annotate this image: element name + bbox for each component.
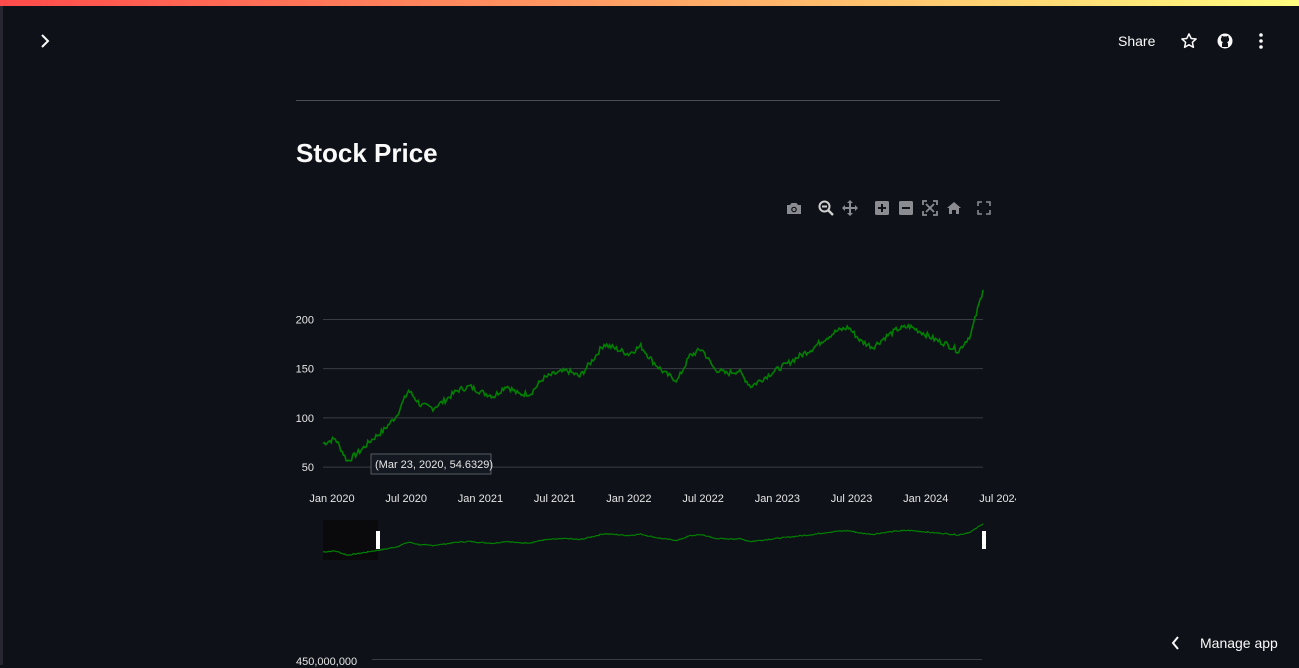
x-tick-label: Jan 2020 <box>309 493 354 505</box>
next-chart-gridline <box>372 659 982 660</box>
github-button[interactable] <box>1212 28 1238 54</box>
y-tick-label: 200 <box>296 314 314 326</box>
series-line <box>322 289 984 462</box>
pan-icon <box>842 200 858 216</box>
stock-price-chart[interactable]: 50 100 150 200 Jan 2020 Jul 2020 Jan 2021 Jul … <box>296 280 1016 570</box>
github-icon <box>1217 33 1233 49</box>
y-tick-label: 100 <box>296 413 314 425</box>
pan-button[interactable] <box>840 198 860 218</box>
autoscale-icon <box>922 200 938 216</box>
sidebar-toggle-button[interactable] <box>32 28 58 54</box>
tooltip-box <box>370 453 492 475</box>
manage-app-label: Manage app <box>1200 635 1278 651</box>
top-accent-bar <box>0 0 1299 6</box>
x-tick-label: Jan 2024 <box>903 493 948 505</box>
page-title: Stock Price <box>296 138 438 168</box>
x-tick-label: Jul 2023 <box>831 493 873 505</box>
tooltip-label: (Mar 23, 2020, 54.6329) <box>375 459 493 471</box>
left-edge <box>0 6 3 665</box>
zoom-in-icon <box>875 201 889 215</box>
reset-axes-icon <box>947 202 961 214</box>
star-icon <box>1181 33 1197 49</box>
next-chart-y-tick: 450,000,000 <box>296 656 358 668</box>
zoom-out-button[interactable] <box>896 198 916 218</box>
download-png-button[interactable] <box>784 198 804 218</box>
y-tick-label: 50 <box>302 462 314 474</box>
hover-tooltip: (Mar 23, 2020, 54.6329) <box>370 453 493 475</box>
x-tick-label: Jan 2022 <box>606 493 651 505</box>
favorite-button[interactable] <box>1176 28 1202 54</box>
zoom-button[interactable] <box>816 198 836 218</box>
camera-icon <box>787 203 801 214</box>
range-slider-handle-right[interactable] <box>982 531 986 549</box>
zoom-icon <box>818 200 834 216</box>
range-slider-bg <box>323 520 983 560</box>
x-axis: Jan 2020 Jul 2020 Jan 2021 Jul 2021 Jan 2022… <box>309 493 1016 505</box>
range-slider-line <box>322 523 984 556</box>
chevron-left-icon <box>1171 636 1179 650</box>
range-slider-handle-left[interactable] <box>376 531 380 549</box>
grid-layer <box>323 318 983 468</box>
y-tick-label: 150 <box>296 364 314 376</box>
x-tick-label: Jan 2023 <box>755 493 800 505</box>
zoom-in-button[interactable] <box>872 198 892 218</box>
x-tick-label: Jan 2021 <box>458 493 503 505</box>
range-slider[interactable] <box>322 520 986 560</box>
y-axis: 50 100 150 200 <box>296 314 314 474</box>
x-tick-label: Jul 2024 <box>979 493 1016 505</box>
fullscreen-button[interactable] <box>974 198 994 218</box>
main-menu-button[interactable] <box>1248 28 1274 54</box>
manage-app-button[interactable]: Manage app <box>1170 630 1278 656</box>
x-tick-label: Jul 2021 <box>534 493 576 505</box>
chart-modebar <box>780 198 1000 218</box>
fullscreen-icon <box>977 201 991 215</box>
kebab-menu-icon <box>1259 33 1263 49</box>
divider <box>296 100 1000 101</box>
range-slider-mask-left <box>323 520 378 560</box>
share-button[interactable]: Share <box>1118 33 1156 49</box>
chevron-right-icon <box>41 34 50 48</box>
x-tick-label: Jul 2022 <box>682 493 724 505</box>
x-tick-label: Jul 2020 <box>385 493 427 505</box>
autoscale-button[interactable] <box>920 198 940 218</box>
zoom-out-icon <box>899 201 913 215</box>
reset-axes-button[interactable] <box>944 198 964 218</box>
